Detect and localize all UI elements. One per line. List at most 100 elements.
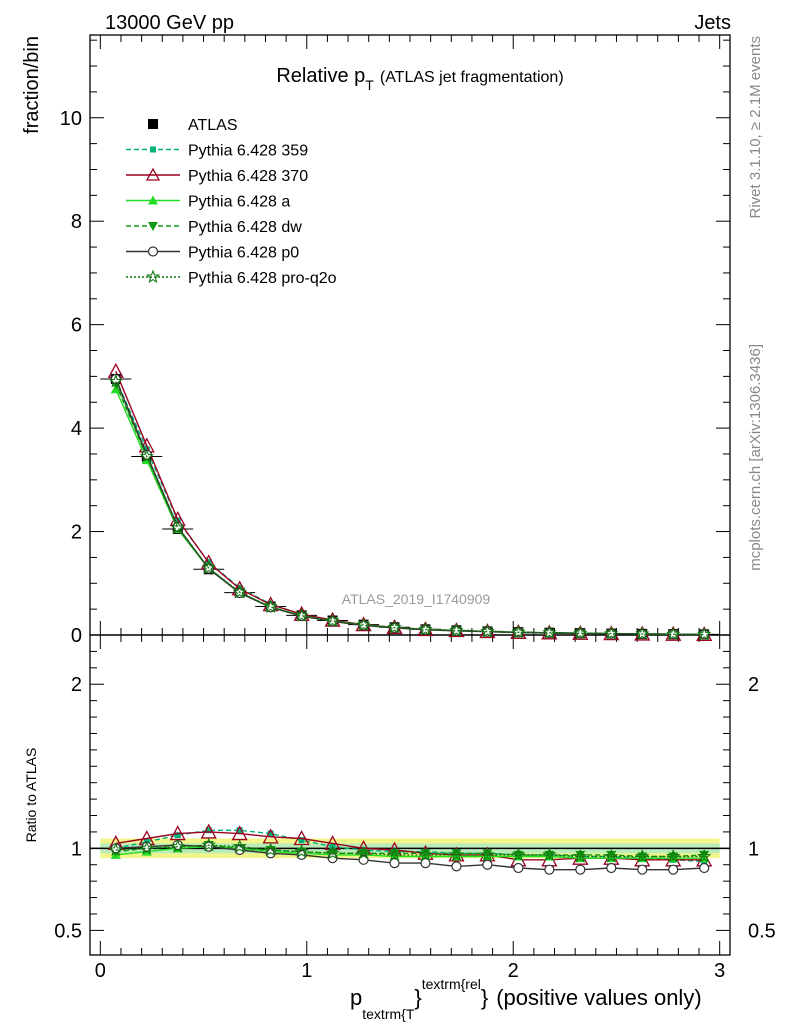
pythia-6-428-p0-point-ratio [575, 864, 586, 875]
analysis-watermark: ATLAS_2019_I1740909 [342, 591, 491, 607]
y-tick-label-main: 4 [71, 418, 82, 440]
pythia-6-428-p0-point-ratio [668, 864, 679, 875]
pythia-6-428-p0-line-ratio [115, 844, 705, 871]
y-tick-label-ratio: 2 [71, 674, 82, 696]
y-tick-label-ratio-right: 1 [748, 838, 759, 860]
y-tick-label-main: 6 [71, 315, 82, 337]
legend-label-pythia-6-428-dw: Pythia 6.428 dw [188, 219, 302, 236]
xlabel-sup: textrm{rel [422, 976, 481, 992]
legend-label-pythia-6-428-a: Pythia 6.428 a [188, 194, 290, 211]
y-axis-label-main: fraction/bin [21, 36, 43, 134]
pythia-6-428-pro-q2o-point-ratio [170, 839, 185, 853]
pythia-6-428-p0-point-ratio [637, 864, 648, 875]
rivet-version-text: Rivet 3.1.10, ≥ 2.1M events [747, 36, 764, 219]
pythia-6-428-pro-q2o-point-main [542, 625, 557, 639]
legend: ATLAS Pythia 6.428 359 Pythia 6.428 370 Pyt… [126, 117, 337, 287]
pythia-6-428-pro-q2o-point-main [697, 626, 712, 641]
pythia-6-428-359-point-ratio [267, 830, 274, 837]
pythia-6-428-p0-point-ratio [482, 859, 493, 870]
pythia-6-428-pro-q2o-point-ratio [387, 847, 402, 862]
y-axis-label-ratio: Ratio to ATLAS [23, 748, 39, 843]
pythia-6-428-pro-q2o-point-ratio [511, 847, 526, 862]
pythia-6-428-p0-point-ratio [606, 862, 617, 874]
pythia-6-428-pro-q2o-point-main [418, 621, 433, 636]
pythia-6-428-dw-point-ratio [606, 850, 617, 860]
legend-label-pythia-6-428-359: Pythia 6.428 359 [188, 143, 308, 160]
xlabel-brace1: } [414, 985, 421, 1010]
pythia-6-428-359-point-ratio [298, 837, 305, 844]
pythia-6-428-p0-point-ratio [420, 858, 431, 869]
x-tick-label: 0 [95, 960, 106, 982]
pythia-6-428-pro-q2o-point-ratio [542, 847, 557, 862]
pythia-6-428-p0-point-ratio [389, 858, 400, 869]
pythia-6-428-359-point-ratio [236, 827, 243, 834]
x-tick-label: 3 [714, 960, 725, 982]
xlabel-rest: (positive values only) [496, 985, 701, 1010]
pythia-6-428-dw-point-ratio [699, 850, 710, 860]
pythia-6-428-pro-q2o-point-ratio [573, 849, 588, 863]
title-sub: T [365, 77, 374, 93]
pythia-6-428-p0-point-main [234, 587, 245, 599]
chart-title: Relative pT (ATLAS jet fragmentation) [276, 65, 563, 93]
pythia-6-428-pro-q2o-point-main [387, 620, 402, 634]
main-frame [89, 34, 731, 636]
mcplots-text: mcplots.cern.ch [arXiv:1306.3436] [747, 344, 764, 571]
ratio-frame [89, 634, 731, 956]
pythia-6-428-pro-q2o-point-main [294, 608, 309, 622]
pythia-6-428-pro-q2o-point-ratio [325, 845, 340, 860]
pythia-6-428-pro-q2o-point-ratio [418, 847, 433, 862]
pythia-6-428-dw-point-ratio [482, 849, 493, 859]
pythia-6-428-pro-q2o-point-main [201, 560, 216, 575]
reference-band [90, 838, 730, 859]
pythia-6-428-pro-q2o-point-ratio [232, 839, 247, 853]
pythia-6-428-pro-q2o-point-main [108, 373, 123, 388]
pythia-6-428-pro-q2o-point-main [511, 624, 526, 639]
pythia-6-428-pro-q2o-point-ratio [449, 847, 464, 862]
pythia-6-428-p0-point-ratio [699, 862, 710, 874]
pythia-6-428-359-point-ratio [174, 832, 181, 839]
x-tick-label: 2 [508, 960, 519, 982]
y-tick-label-main: 0 [71, 625, 82, 647]
pythia-6-428-pro-q2o-point-ratio [635, 849, 650, 863]
pythia-6-428-pro-q2o-point-main [666, 626, 681, 641]
pythia-6-428-p0-point-ratio [513, 862, 524, 874]
legend-label-atlas: ATLAS [188, 117, 238, 134]
pythia-6-428-pro-q2o-point-main [232, 584, 247, 599]
xlabel-brace2: } [481, 985, 488, 1010]
pythia-6-428-pro-q2o-point-ratio [294, 844, 309, 858]
pythia-6-428-pro-q2o-point-main [604, 626, 619, 640]
pythia-6-428-pro-q2o-point-ratio [697, 848, 712, 863]
pythia-6-428-dw-point-ratio [420, 849, 431, 859]
title-main: Relative p [276, 65, 365, 87]
legend-marker-pythia-6-428-p0 [147, 246, 159, 257]
pythia-6-428-pro-q2o-point-ratio [666, 849, 681, 863]
legend-marker-pythia-6-428-359 [150, 146, 156, 153]
pythia-6-428-pro-q2o-point-ratio [139, 840, 154, 855]
pythia-6-428-pro-q2o-point-ratio [356, 845, 371, 860]
pythia-6-428-pro-q2o-point-main [573, 625, 588, 640]
series-layer [100, 362, 720, 875]
legend-marker-pythia-6-428-pro-q2o [145, 269, 161, 284]
legend-marker-atlas [148, 119, 158, 129]
legend-label-pythia-6-428-pro-q2o: Pythia 6.428 pro-q2o [188, 270, 337, 287]
y-tick-label-main: 10 [60, 108, 82, 130]
pythia-6-428-dw-point-ratio [389, 849, 400, 859]
pythia-6-428-pro-q2o-point-main [139, 449, 154, 463]
legend-marker-pythia-6-428-370 [145, 167, 161, 181]
pythia-6-428-pro-q2o-point-main [480, 623, 495, 638]
axis-ticks: 0 1 2 3 0 2 4 6 8 10 0.5 0.5 1 1 2 2 [54, 35, 776, 982]
x-tick-label: 1 [301, 960, 312, 982]
pythia-6-428-p0-point-ratio [451, 861, 462, 872]
x-axis-label: ptextrm{T}textrm{rel} (positive values on… [350, 976, 702, 1022]
pythia-6-428-pro-q2o-point-ratio [108, 842, 123, 856]
pythia-6-428-pro-q2o-point-main [325, 613, 340, 627]
y-tick-label-ratio-right: 0.5 [748, 920, 776, 942]
pythia-6-428-pro-q2o-point-main [356, 617, 371, 632]
pythia-6-428-pro-q2o-point-main [635, 626, 650, 641]
pythia-6-428-pro-q2o-point-main [170, 520, 185, 535]
pythia-6-428-pro-q2o-point-ratio [604, 848, 619, 863]
y-tick-label-ratio: 0.5 [54, 920, 82, 942]
pythia-6-428-pro-q2o-line-main [115, 381, 705, 636]
pythia-6-428-pro-q2o-point-ratio [263, 842, 278, 857]
